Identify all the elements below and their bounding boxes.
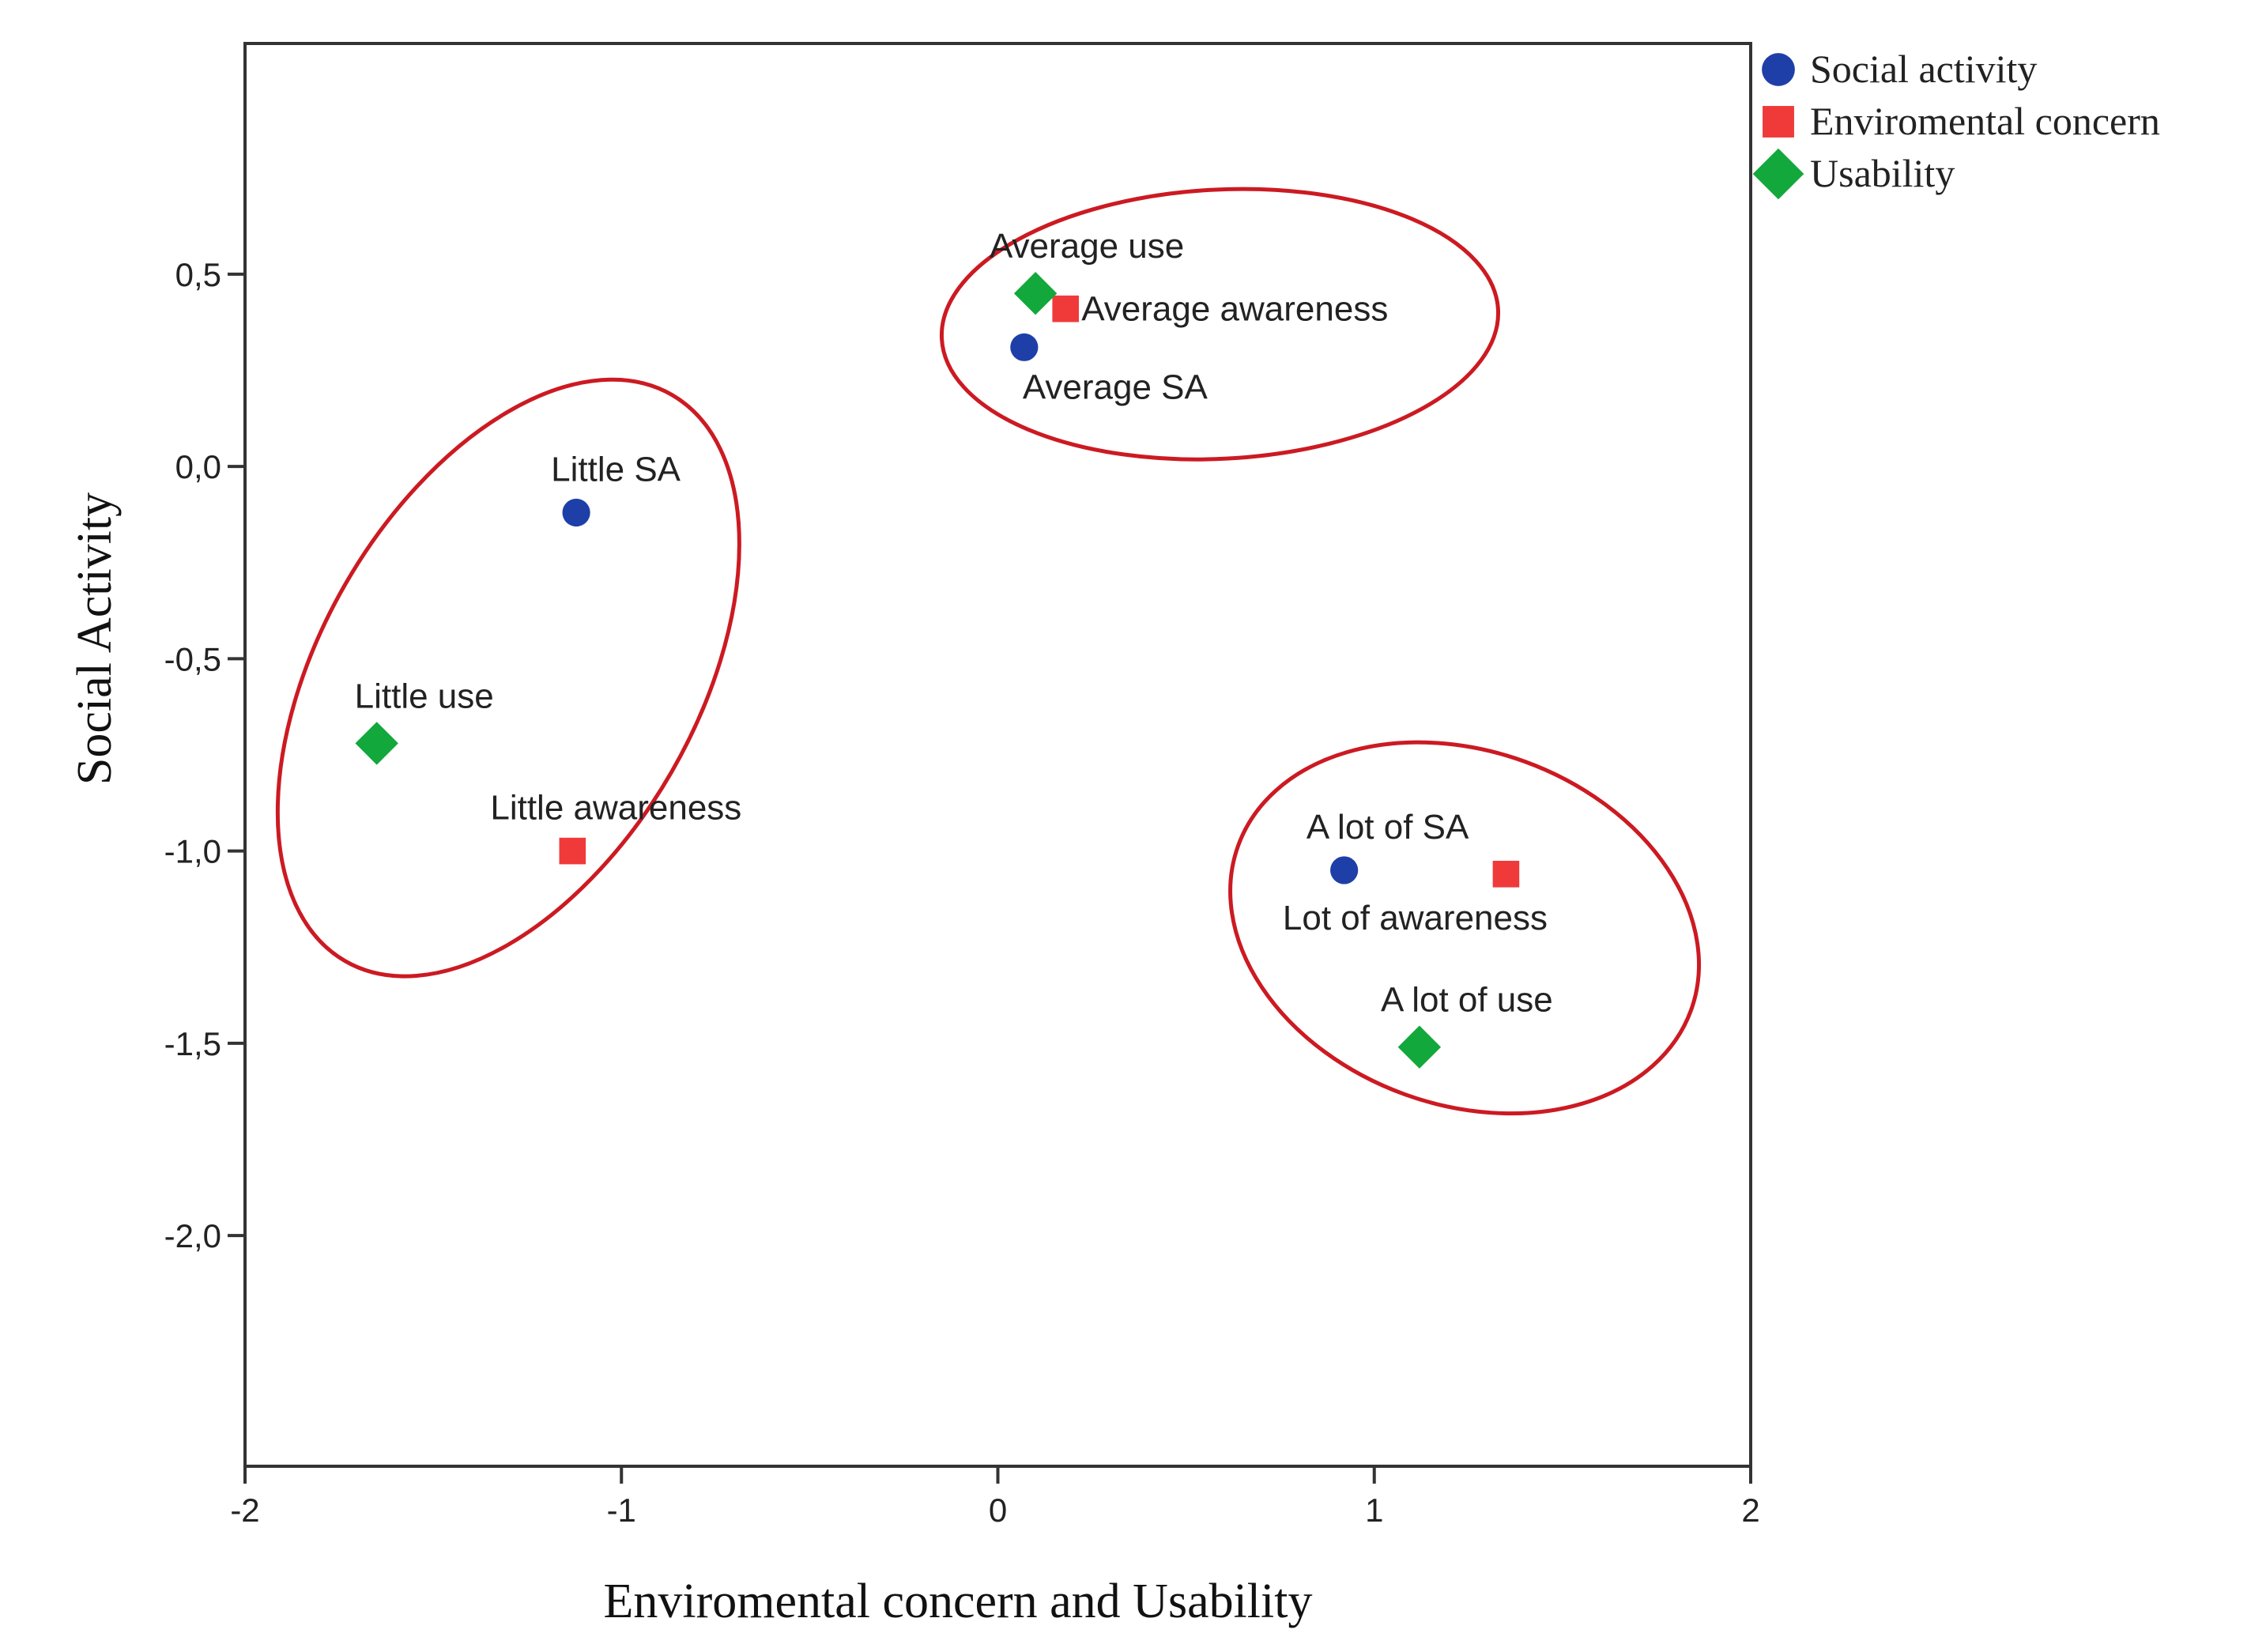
point-labels: Little SA Average SA A lot of SA Little awa… <box>355 227 1553 1020</box>
point-little-awareness <box>559 837 586 865</box>
point-a-lot-of-sa <box>1330 856 1359 884</box>
x-tick-label: 0 <box>989 1492 1007 1529</box>
point-a-lot-of-use <box>1397 1025 1442 1069</box>
cluster-ellipse-average <box>939 187 1501 462</box>
label-average-use: Average use <box>990 227 1184 266</box>
legend-label-usability: Usability <box>1810 151 1955 195</box>
cluster-ellipse-a-lot <box>1228 740 1702 1116</box>
label-average-awareness: Average awareness <box>1081 290 1388 329</box>
legend-marker-enviromental-concern <box>1763 106 1794 138</box>
label-little-sa: Little SA <box>551 451 681 489</box>
label-a-lot-of-use: A lot of use <box>1381 981 1553 1020</box>
point-average-sa <box>1010 333 1039 361</box>
y-tick-label: -0,5 <box>164 640 221 677</box>
y-axis-title: Social Activity <box>68 492 122 785</box>
point-average-use <box>1013 272 1058 315</box>
y-tick-label: -1,0 <box>164 833 221 870</box>
y-tick-label: 0,5 <box>175 256 221 293</box>
data-points <box>355 272 1520 1069</box>
label-a-lot-of-sa: A lot of SA <box>1306 808 1469 847</box>
x-tick-label: 2 <box>1741 1492 1759 1529</box>
x-tick-label: -1 <box>607 1492 636 1529</box>
legend: Social activity Enviromental concern Usabi… <box>1752 47 2160 200</box>
y-tick-label: -2,0 <box>164 1217 221 1254</box>
label-lot-of-awareness: Lot of awareness <box>1283 899 1548 937</box>
point-average-awareness <box>1052 295 1080 322</box>
point-lot-of-awareness <box>1492 861 1520 888</box>
cluster-ellipses <box>275 187 1702 1116</box>
label-little-use: Little use <box>355 677 494 715</box>
x-tick-label: -2 <box>230 1492 259 1529</box>
point-little-sa <box>562 498 590 527</box>
y-tick-label: 0,0 <box>175 448 221 485</box>
legend-label-social-activity: Social activity <box>1810 47 2037 91</box>
label-average-sa: Average SA <box>1023 368 1208 406</box>
axis-ticks: 0,5 0,0 -0,5 -1,0 -1,5 -2,0 -2 -1 0 1 2 <box>164 256 1760 1529</box>
cluster-ellipse-little <box>275 377 741 979</box>
legend-marker-usability <box>1752 148 1804 200</box>
label-little-awareness: Little awareness <box>490 789 741 828</box>
x-tick-label: 1 <box>1365 1492 1383 1529</box>
x-axis-title: Enviromental concern and Usability <box>603 1575 1312 1628</box>
y-tick-label: -1,5 <box>164 1025 221 1062</box>
point-little-use <box>355 722 398 765</box>
legend-label-enviromental-concern: Enviromental concern <box>1810 99 2160 143</box>
legend-marker-social-activity <box>1762 53 1795 86</box>
